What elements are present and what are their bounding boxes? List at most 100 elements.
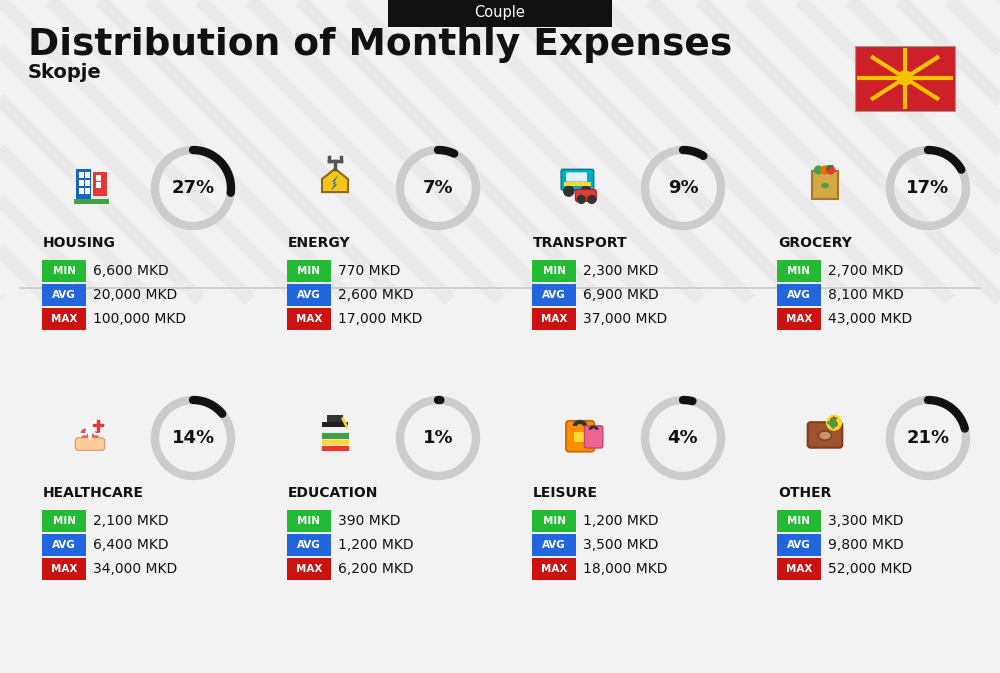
Text: 100,000 MKD: 100,000 MKD — [93, 312, 186, 326]
Circle shape — [92, 419, 104, 431]
Ellipse shape — [821, 183, 829, 188]
Circle shape — [577, 195, 585, 203]
FancyBboxPatch shape — [42, 510, 86, 532]
Circle shape — [827, 415, 841, 430]
Text: MIN: MIN — [788, 266, 810, 276]
Text: Skopje: Skopje — [28, 63, 102, 83]
FancyBboxPatch shape — [321, 432, 349, 439]
Polygon shape — [81, 429, 99, 446]
FancyBboxPatch shape — [42, 558, 86, 580]
FancyBboxPatch shape — [777, 510, 821, 532]
Text: 6,200 MKD: 6,200 MKD — [338, 562, 414, 576]
Text: MIN: MIN — [542, 266, 566, 276]
Text: MAX: MAX — [51, 564, 77, 574]
Text: 6,900 MKD: 6,900 MKD — [583, 288, 659, 302]
Text: 17%: 17% — [906, 179, 950, 197]
FancyBboxPatch shape — [777, 260, 821, 282]
FancyBboxPatch shape — [580, 172, 587, 182]
Text: MAX: MAX — [541, 564, 567, 574]
FancyBboxPatch shape — [322, 422, 348, 427]
Text: MIN: MIN — [298, 266, 320, 276]
FancyBboxPatch shape — [574, 432, 586, 442]
FancyBboxPatch shape — [287, 284, 331, 306]
Text: 1,200 MKD: 1,200 MKD — [583, 514, 659, 528]
FancyBboxPatch shape — [532, 510, 576, 532]
Text: HOUSING: HOUSING — [43, 236, 116, 250]
FancyBboxPatch shape — [287, 534, 331, 556]
FancyBboxPatch shape — [812, 170, 838, 199]
FancyBboxPatch shape — [287, 510, 331, 532]
FancyBboxPatch shape — [79, 172, 84, 178]
Text: 14%: 14% — [171, 429, 215, 447]
Text: Couple: Couple — [475, 5, 525, 20]
Text: Distribution of Monthly Expenses: Distribution of Monthly Expenses — [28, 27, 732, 63]
Text: MAX: MAX — [786, 564, 812, 574]
FancyBboxPatch shape — [42, 308, 86, 330]
Text: 1%: 1% — [423, 429, 453, 447]
Text: 17,000 MKD: 17,000 MKD — [338, 312, 422, 326]
Text: ENERGY: ENERGY — [288, 236, 351, 250]
Circle shape — [827, 166, 835, 174]
Circle shape — [581, 186, 591, 197]
Circle shape — [588, 195, 596, 203]
Text: AVG: AVG — [542, 540, 566, 550]
Text: AVG: AVG — [787, 290, 811, 300]
Text: MIN: MIN — [298, 516, 320, 526]
FancyBboxPatch shape — [287, 260, 331, 282]
Text: MAX: MAX — [296, 314, 322, 324]
Text: 3,300 MKD: 3,300 MKD — [828, 514, 904, 528]
Polygon shape — [331, 175, 338, 191]
Text: MIN: MIN — [542, 516, 566, 526]
FancyBboxPatch shape — [777, 284, 821, 306]
Circle shape — [815, 166, 822, 174]
FancyBboxPatch shape — [566, 421, 594, 452]
FancyBboxPatch shape — [573, 172, 580, 182]
Text: 20,000 MKD: 20,000 MKD — [93, 288, 177, 302]
Text: 27%: 27% — [171, 179, 215, 197]
Text: EDUCATION: EDUCATION — [288, 486, 378, 500]
FancyBboxPatch shape — [75, 438, 105, 450]
FancyBboxPatch shape — [96, 182, 101, 188]
Text: HEALTHCARE: HEALTHCARE — [43, 486, 144, 500]
FancyBboxPatch shape — [777, 558, 821, 580]
Text: 2,600 MKD: 2,600 MKD — [338, 288, 414, 302]
Text: MAX: MAX — [786, 314, 812, 324]
FancyBboxPatch shape — [532, 558, 576, 580]
Text: 770 MKD: 770 MKD — [338, 264, 400, 278]
Text: 9%: 9% — [668, 179, 698, 197]
Text: 18,000 MKD: 18,000 MKD — [583, 562, 668, 576]
FancyBboxPatch shape — [564, 182, 591, 186]
FancyBboxPatch shape — [79, 180, 84, 186]
FancyBboxPatch shape — [321, 438, 349, 445]
Text: $: $ — [829, 416, 839, 429]
FancyBboxPatch shape — [85, 188, 90, 194]
Text: MAX: MAX — [51, 314, 77, 324]
Text: AVG: AVG — [52, 290, 76, 300]
Text: 21%: 21% — [906, 429, 950, 447]
Text: 1,200 MKD: 1,200 MKD — [338, 538, 414, 552]
FancyBboxPatch shape — [321, 444, 349, 451]
Text: 37,000 MKD: 37,000 MKD — [583, 312, 667, 326]
Ellipse shape — [818, 431, 832, 440]
FancyBboxPatch shape — [532, 308, 576, 330]
Text: 4%: 4% — [668, 429, 698, 447]
Text: AVG: AVG — [542, 290, 566, 300]
Polygon shape — [322, 169, 348, 192]
FancyBboxPatch shape — [42, 534, 86, 556]
FancyBboxPatch shape — [74, 199, 109, 204]
FancyBboxPatch shape — [808, 422, 842, 448]
Text: 2,300 MKD: 2,300 MKD — [583, 264, 658, 278]
FancyBboxPatch shape — [93, 172, 107, 196]
Text: 8,100 MKD: 8,100 MKD — [828, 288, 904, 302]
Text: MIN: MIN — [788, 516, 810, 526]
Text: AVG: AVG — [787, 540, 811, 550]
Text: 6,600 MKD: 6,600 MKD — [93, 264, 169, 278]
Polygon shape — [826, 165, 834, 172]
Text: 2,700 MKD: 2,700 MKD — [828, 264, 904, 278]
Text: GROCERY: GROCERY — [778, 236, 852, 250]
Text: 9,800 MKD: 9,800 MKD — [828, 538, 904, 552]
Text: 52,000 MKD: 52,000 MKD — [828, 562, 912, 576]
FancyBboxPatch shape — [287, 558, 331, 580]
Text: 3,500 MKD: 3,500 MKD — [583, 538, 658, 552]
FancyBboxPatch shape — [388, 0, 612, 27]
